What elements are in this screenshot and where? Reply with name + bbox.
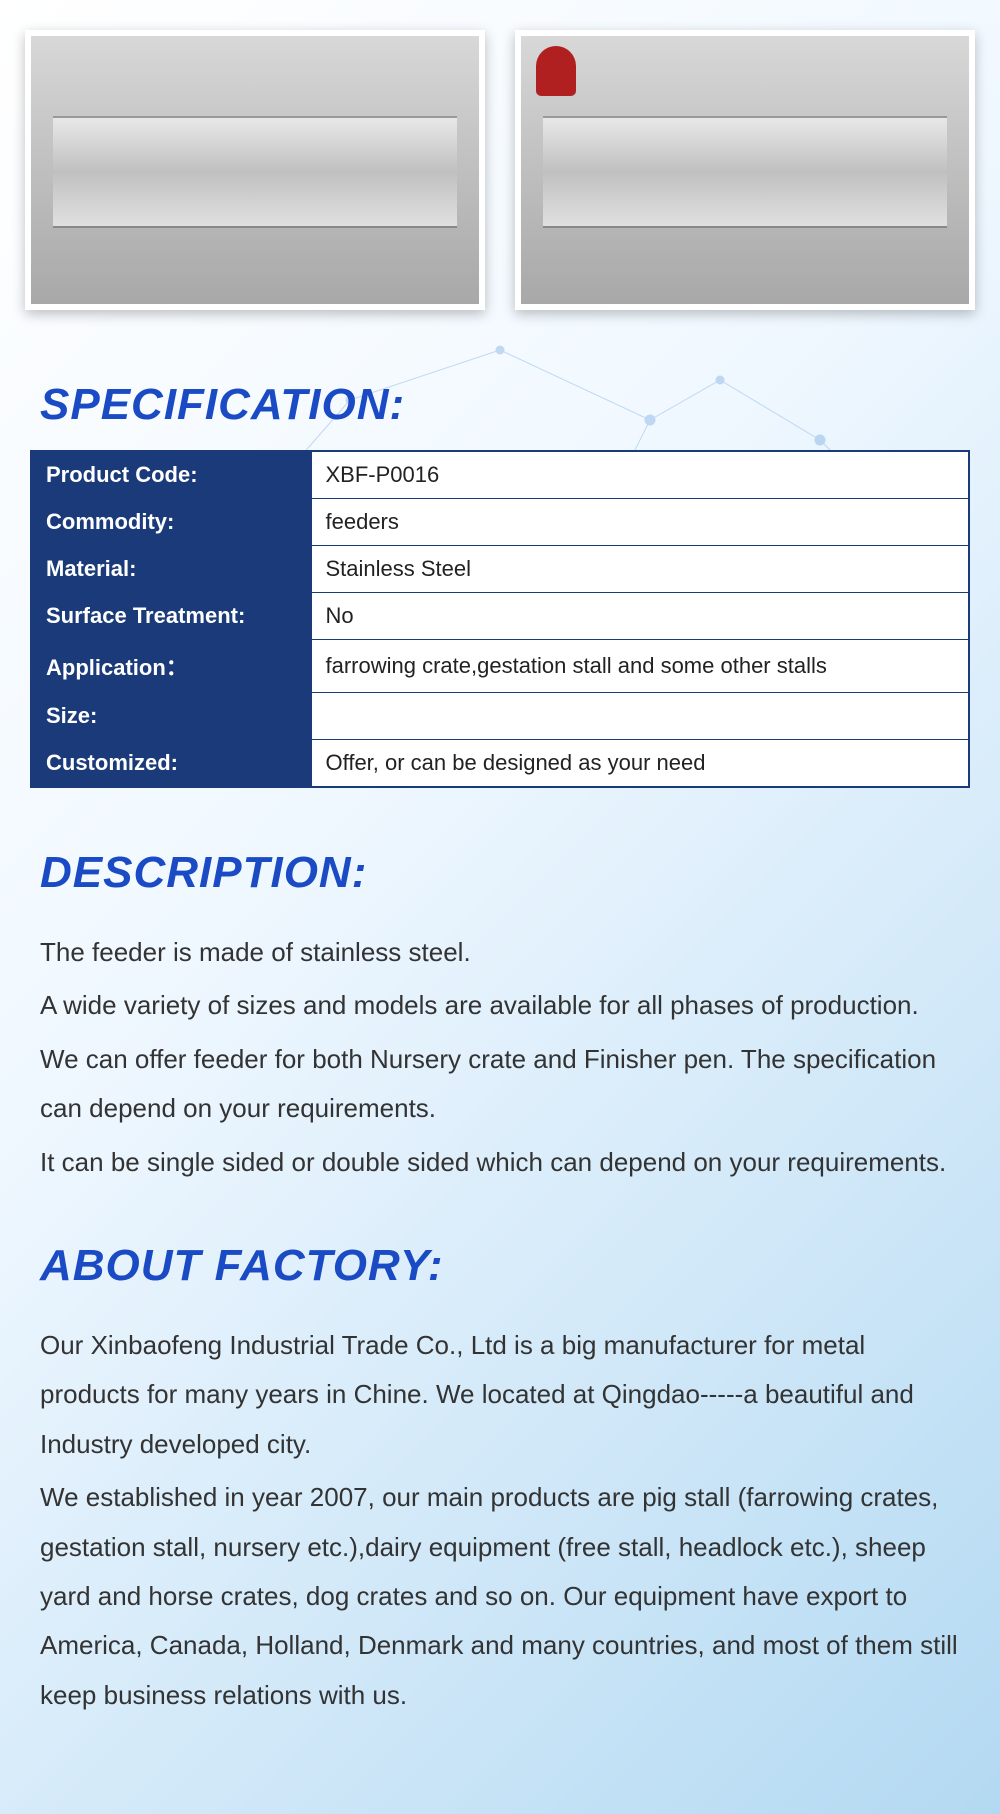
spec-label: Commodity: xyxy=(31,499,311,546)
specification-heading: SPECIFICATION: xyxy=(0,360,1000,450)
table-row: Surface Treatment:No xyxy=(31,593,969,640)
about-factory-line: Our Xinbaofeng Industrial Trade Co., Ltd… xyxy=(40,1321,960,1469)
table-row: Product Code:XBF-P0016 xyxy=(31,451,969,499)
table-row: Customized:Offer, or can be designed as … xyxy=(31,740,969,788)
table-row: Size: xyxy=(31,693,969,740)
spec-value: farrowing crate,gestation stall and some… xyxy=(311,640,969,693)
spec-value: Stainless Steel xyxy=(311,546,969,593)
description-text: The feeder is made of stainless steel.A … xyxy=(0,918,1000,1221)
description-line: The feeder is made of stainless steel. xyxy=(40,928,960,977)
description-line: It can be single sided or double sided w… xyxy=(40,1138,960,1187)
product-images-row xyxy=(0,0,1000,360)
table-row: Commodity:feeders xyxy=(31,499,969,546)
description-line: We can offer feeder for both Nursery cra… xyxy=(40,1035,960,1134)
description-line: A wide variety of sizes and models are a… xyxy=(40,981,960,1030)
spec-label: Size: xyxy=(31,693,311,740)
spec-value: No xyxy=(311,593,969,640)
spec-value xyxy=(311,693,969,740)
spec-value: XBF-P0016 xyxy=(311,451,969,499)
about-factory-text: Our Xinbaofeng Industrial Trade Co., Ltd… xyxy=(0,1311,1000,1754)
product-image-2 xyxy=(515,30,975,310)
description-heading: DESCRIPTION: xyxy=(0,828,1000,918)
about-factory-heading: ABOUT FACTORY: xyxy=(0,1221,1000,1311)
spec-label: Customized: xyxy=(31,740,311,788)
spec-label: Surface Treatment: xyxy=(31,593,311,640)
spec-value: feeders xyxy=(311,499,969,546)
table-row: Material:Stainless Steel xyxy=(31,546,969,593)
spec-label: Application： xyxy=(31,640,311,693)
spec-label: Material: xyxy=(31,546,311,593)
specification-table: Product Code:XBF-P0016Commodity:feedersM… xyxy=(30,450,970,788)
spec-label: Product Code: xyxy=(31,451,311,499)
table-row: Application：farrowing crate,gestation st… xyxy=(31,640,969,693)
about-factory-line: We established in year 2007, our main pr… xyxy=(40,1473,960,1720)
spec-value: Offer, or can be designed as your need xyxy=(311,740,969,788)
product-image-1 xyxy=(25,30,485,310)
